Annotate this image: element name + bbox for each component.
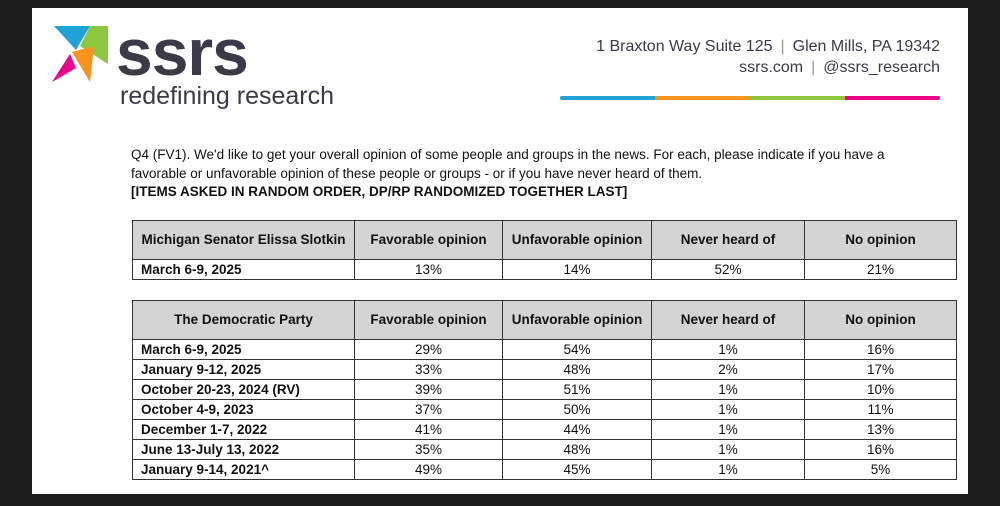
row-date: October 20-23, 2024 (RV): [132, 379, 355, 400]
rainbow-segment: [655, 96, 750, 100]
slotkin-opinion-table: Michigan Senator Elissa Slotkin Favorabl…: [132, 220, 957, 280]
logo-tagline: redefining research: [120, 82, 335, 110]
rainbow-segment: [750, 96, 845, 100]
row-date: January 9-14, 2021^: [132, 459, 355, 480]
question-instruction: [ITEMS ASKED IN RANDOM ORDER, DP/RP RAND…: [131, 184, 628, 199]
table-cell: 1%: [651, 419, 805, 440]
table-cell: 14%: [502, 259, 652, 280]
table-cell: 11%: [804, 399, 957, 420]
table-cell: 10%: [804, 379, 957, 400]
document-page: ssrs redefining research 1 Braxton Way S…: [32, 8, 968, 494]
table-row: October 4-9, 2023 37% 50% 1% 11%: [132, 399, 957, 420]
table-cell: 45%: [502, 459, 652, 480]
table-cell: 1%: [651, 339, 805, 360]
table-cell: 13%: [354, 259, 503, 280]
table-row: January 9-12, 2025 33% 48% 2% 17%: [132, 359, 957, 380]
table-header-row: Michigan Senator Elissa Slotkin Favorabl…: [132, 220, 957, 260]
column-header: Unfavorable opinion: [502, 300, 652, 340]
table-cell: 49%: [354, 459, 503, 480]
table-cell: 1%: [651, 399, 805, 420]
table-cell: 41%: [354, 419, 503, 440]
question-block: Q4 (FV1). We'd like to get your overall …: [131, 146, 891, 202]
table-row: March 6-9, 2025 29% 54% 1% 16%: [132, 339, 957, 360]
street-address: 1 Braxton Way Suite 125: [596, 38, 773, 55]
table-cell: 13%: [804, 419, 957, 440]
column-header: No opinion: [804, 220, 957, 260]
table-subject-header: The Democratic Party: [132, 300, 355, 340]
table-cell: 1%: [651, 379, 805, 400]
contact-info: 1 Braxton Way Suite 125 | Glen Mills, PA 1…: [596, 38, 940, 76]
table-subject-header: Michigan Senator Elissa Slotkin: [132, 220, 355, 260]
rainbow-segment: [845, 96, 940, 100]
table-row: March 6-9, 2025 13% 14% 52% 21%: [132, 259, 957, 280]
table-cell: 50%: [502, 399, 652, 420]
table-cell: 16%: [804, 339, 957, 360]
table-cell: 17%: [804, 359, 957, 380]
table-row: December 1-7, 2022 41% 44% 1% 13%: [132, 419, 957, 440]
table-cell: 2%: [651, 359, 805, 380]
rainbow-segment: [560, 96, 655, 100]
social-handle[interactable]: @ssrs_research: [823, 59, 940, 76]
column-header: Favorable opinion: [354, 300, 503, 340]
ssrs-logo-mark-icon: [52, 26, 108, 82]
table-cell: 52%: [651, 259, 805, 280]
table-row: June 13-July 13, 2022 35% 48% 1% 16%: [132, 439, 957, 460]
table-cell: 48%: [502, 439, 652, 460]
table-cell: 51%: [502, 379, 652, 400]
row-date: March 6-9, 2025: [132, 339, 355, 360]
table-row: January 9-14, 2021^ 49% 45% 1% 5%: [132, 459, 957, 480]
column-header: No opinion: [804, 300, 957, 340]
row-date: October 4-9, 2023: [132, 399, 355, 420]
column-header: Never heard of: [651, 220, 805, 260]
table-cell: 39%: [354, 379, 503, 400]
democratic-party-opinion-table: The Democratic Party Favorable opinion U…: [132, 300, 957, 480]
table-cell: 54%: [502, 339, 652, 360]
table-cell: 1%: [651, 439, 805, 460]
column-header: Favorable opinion: [354, 220, 503, 260]
table-cell: 37%: [354, 399, 503, 420]
table-cell: 21%: [804, 259, 957, 280]
ssrs-logo: ssrs redefining research: [50, 15, 350, 124]
table-cell: 44%: [502, 419, 652, 440]
table-cell: 16%: [804, 439, 957, 460]
row-date: January 9-12, 2025: [132, 359, 355, 380]
table-cell: 29%: [354, 339, 503, 360]
column-header: Unfavorable opinion: [502, 220, 652, 260]
row-date: December 1-7, 2022: [132, 419, 355, 440]
table-row: October 20-23, 2024 (RV) 39% 51% 1% 10%: [132, 379, 957, 400]
column-header: Never heard of: [651, 300, 805, 340]
table-cell: 5%: [804, 459, 957, 480]
row-date: June 13-July 13, 2022: [132, 439, 355, 460]
rainbow-divider: [560, 96, 940, 100]
question-text: Q4 (FV1). We'd like to get your overall …: [131, 147, 885, 181]
table-cell: 35%: [354, 439, 503, 460]
table-header-row: The Democratic Party Favorable opinion U…: [132, 300, 957, 340]
logo-wordmark: ssrs: [116, 15, 249, 89]
website-link[interactable]: ssrs.com: [739, 59, 804, 76]
table-cell: 33%: [354, 359, 503, 380]
row-date: March 6-9, 2025: [132, 259, 355, 280]
table-cell: 48%: [502, 359, 652, 380]
table-cell: 1%: [651, 459, 805, 480]
city-address: Glen Mills, PA 19342: [792, 38, 940, 55]
